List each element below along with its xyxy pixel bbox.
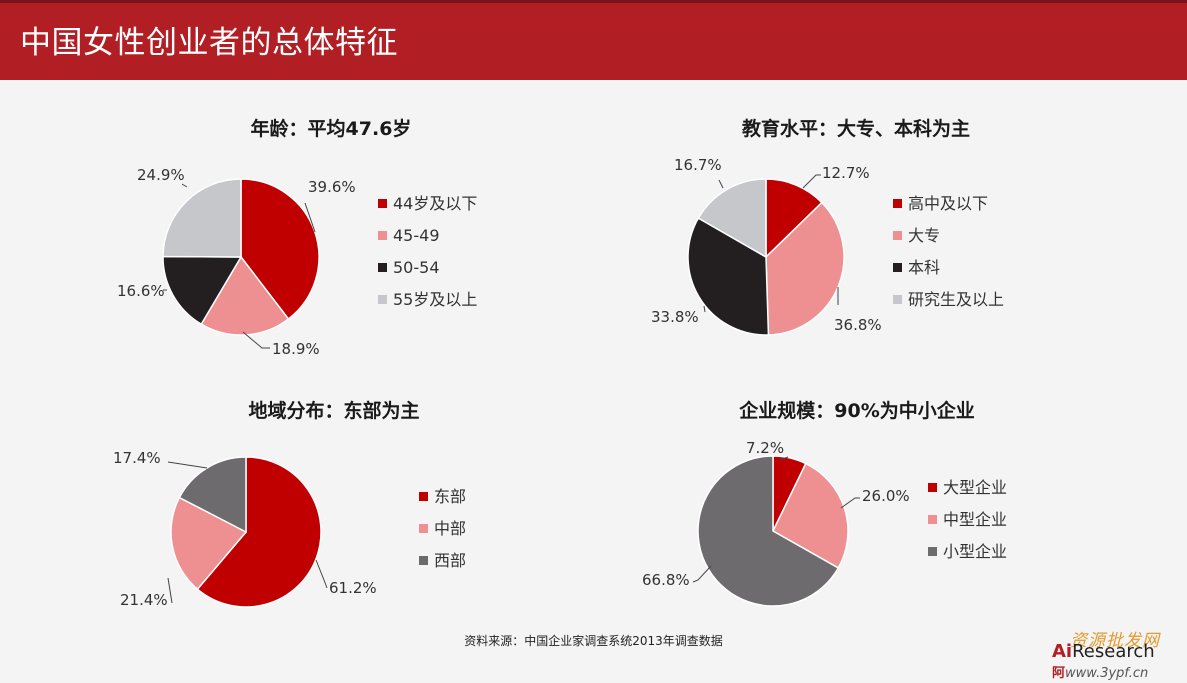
data-label: 16.6% [117,282,165,300]
legend-swatch [893,231,902,240]
pie-slice-3 [178,456,247,534]
legend-label: 中部 [434,519,466,538]
pie-chart-region: 地域分布：东部为主 61.2% 东部 21.4% 中部 17.4% 西部 [113,399,466,609]
data-label: 24.9% [137,166,185,184]
leader-line [315,559,328,589]
legend-swatch [893,295,902,304]
watermark-top-text: 资源批发网 [1070,631,1160,651]
leader-line [779,456,789,461]
legend-swatch [378,263,387,272]
legend-label: 高中及以下 [908,194,988,213]
legend-label: 大专 [908,226,940,245]
legend-label: 中型企业 [943,510,1007,529]
pie-slice-3 [162,255,243,326]
legend-swatch [378,199,387,208]
pie-slice-2 [765,201,845,336]
header-bar: 中国女性创业者的总体特征 [0,0,1187,80]
pie-slice-4 [697,178,767,259]
data-label: 21.4% [120,591,168,609]
legend-label: 小型企业 [943,542,1007,561]
leader-line [242,331,270,349]
pie-slice-1 [196,456,322,608]
watermark-brand-a: Ai [1052,641,1073,662]
pie-slice-4 [162,178,242,258]
legend-label: 大型企业 [943,478,1007,497]
watermark-bottom: 阿www.3ypf.cn [1052,662,1148,681]
watermark-logo: 资源批发网 AiResearch 阿www.3ypf.cn [1052,626,1187,683]
legend-label: 东部 [434,487,466,506]
page-title: 中国女性创业者的总体特征 [20,25,398,61]
data-label: 33.8% [651,308,699,326]
leader-line [718,179,724,189]
pie-slice-2 [772,462,849,569]
pie-slice-1 [765,178,823,259]
data-label: 16.7% [674,156,722,174]
chart-title: 企业规模：90%为中小企业 [738,399,974,422]
leader-line [167,577,173,604]
leader-line [802,174,821,189]
legend-swatch [928,547,937,556]
legend-label: 55岁及以上 [393,290,477,309]
legend-swatch [419,524,428,533]
legend-swatch [893,263,902,272]
data-label: 26.0% [862,487,910,505]
data-label: 61.2% [329,579,377,597]
pie-chart-age: 年龄：平均47.6岁 39.6% 44岁及以下 18.9% 45-49 16.6% 50-5… [117,117,477,358]
chart-title: 教育水平：大专、本科为主 [742,117,970,140]
legend-label: 研究生及以上 [908,290,1004,309]
data-label: 12.7% [822,164,870,182]
pie-slice-2 [170,496,248,591]
legend-swatch [378,295,387,304]
chart-title: 地域分布：东部为主 [248,399,419,422]
data-label: 7.2% [746,439,784,457]
legend-swatch [893,199,902,208]
watermark-brand: AiResearch [1052,641,1155,662]
pie-chart-company-size: 企业规模：90%为中小企业 7.2% 大型企业 26.0% 中型企业 66.8% 小型企业 [642,399,1007,607]
watermark-bottom-char: 阿 [1052,666,1066,681]
watermark-url: www.3ypf.cn [1065,666,1149,681]
leader-line [167,461,208,469]
legend-swatch [419,556,428,565]
legend-label: 50-54 [393,258,440,277]
legend-label: 本科 [908,258,940,277]
data-label: 17.4% [113,449,161,467]
leader-line [692,565,712,583]
legend-swatch [928,483,937,492]
legend-swatch [928,515,937,524]
legend-label: 西部 [434,551,466,570]
leader-line [304,202,316,233]
pie-chart-education: 教育水平：大专、本科为主 12.7% 高中及以下 36.8% 大专 33.8% 本科 16.7… [651,117,1004,336]
legend-label: 44岁及以下 [393,194,477,213]
legend-swatch [378,231,387,240]
legend-swatch [419,492,428,501]
data-label: 36.8% [834,316,882,334]
data-label: 39.6% [308,178,356,196]
leader-line [703,305,706,313]
leader-line [840,497,860,509]
watermark-brand-rest: Research [1072,641,1155,662]
legend-label: 45-49 [393,226,440,245]
chart-title: 年龄：平均47.6岁 [251,117,412,140]
data-label: 18.9% [272,340,320,358]
leader-line [181,183,188,188]
data-label: 66.8% [642,571,690,589]
source-note: 资料来源：中国企业家调查系统2013年调查数据 [464,634,723,648]
